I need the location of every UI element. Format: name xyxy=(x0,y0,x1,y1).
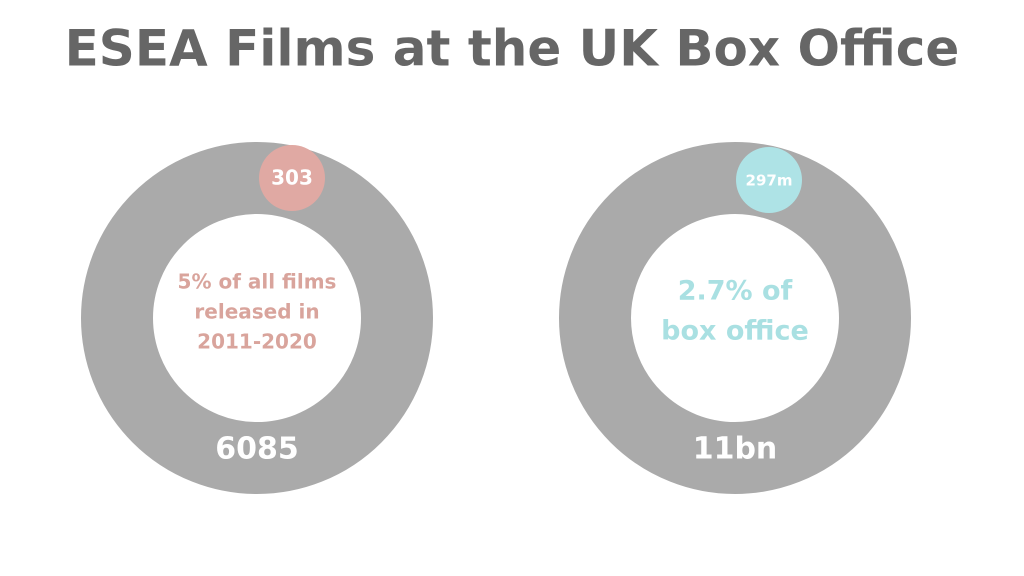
highlight-value: 303 xyxy=(271,166,313,190)
ring xyxy=(559,142,911,494)
description: 2.7% of xyxy=(678,276,793,307)
ring xyxy=(81,142,433,494)
highlight-circle xyxy=(259,145,325,211)
panel-films: 303 5% of all films released in 2011-202… xyxy=(81,142,433,494)
description: box office xyxy=(661,316,809,347)
highlight-value: 297m xyxy=(746,172,793,190)
highlight-circle xyxy=(736,147,802,213)
panel-box-office: 297m 2.7% of box office 11bn xyxy=(559,142,911,494)
description: 5% of all films xyxy=(178,270,337,294)
total-value: 6085 xyxy=(215,432,299,467)
description: released in xyxy=(194,300,319,324)
title: ESEA Films at the UK Box Office xyxy=(65,20,960,78)
total-value: 11bn xyxy=(693,432,778,467)
description: 2011-2020 xyxy=(197,330,317,354)
